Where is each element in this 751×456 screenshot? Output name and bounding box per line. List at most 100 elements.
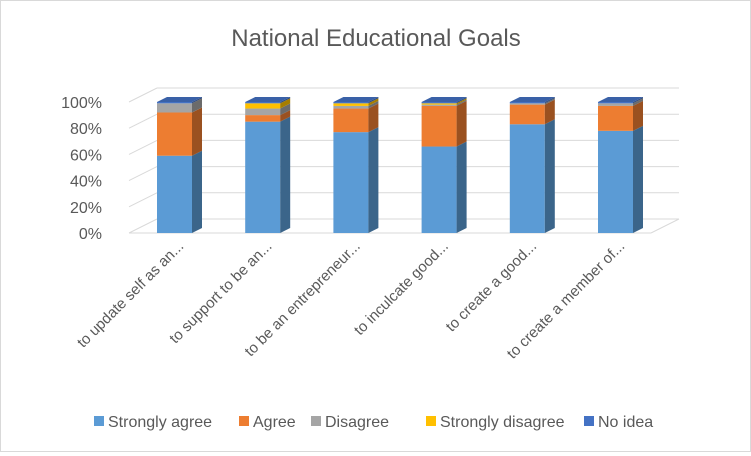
legend-item: Agree	[239, 414, 296, 431]
x-tick-label: to create a good...	[443, 238, 541, 336]
bar-front	[421, 105, 457, 147]
bar-side	[544, 98, 555, 105]
gridline-diagonal	[128, 113, 158, 129]
legend-label: Strongly disagree	[440, 414, 565, 431]
bar-segment	[598, 98, 643, 106]
bar-segment	[333, 127, 379, 233]
y-tick-label: 20%	[70, 200, 102, 217]
bar-front	[333, 108, 369, 133]
floor-edge	[650, 218, 680, 234]
bar-front	[509, 124, 545, 233]
y-tick-label: 100%	[61, 95, 102, 112]
bar-side	[280, 116, 291, 233]
legend-item: Strongly agree	[94, 414, 212, 431]
gridline-diagonal	[128, 139, 158, 155]
bar-side	[456, 98, 467, 105]
gridline-diagonal	[128, 192, 158, 208]
bar-segment	[509, 98, 555, 105]
bar-side	[280, 98, 291, 109]
bar-segment	[333, 100, 379, 109]
x-axis-tick-labels: to update self as an...to support to be …	[74, 238, 628, 363]
bar-segment	[245, 98, 291, 109]
legend-label: Strongly agree	[108, 414, 212, 431]
bar-segment	[598, 100, 643, 131]
bars	[157, 97, 643, 233]
y-tick-label: 40%	[70, 174, 102, 191]
bar-front	[245, 102, 281, 104]
y-tick-label: 80%	[70, 121, 102, 138]
bar-segment	[333, 103, 379, 133]
legend-label: Agree	[253, 414, 296, 431]
bar-top	[245, 97, 291, 102]
bar-front	[245, 108, 281, 116]
bar-side	[456, 100, 467, 147]
gridlines	[128, 87, 680, 234]
y-tick-label: 0%	[79, 226, 102, 243]
bar-segment	[421, 98, 467, 105]
bar-segment	[598, 125, 643, 233]
gridline-diagonal	[128, 218, 158, 234]
bar-front	[509, 102, 545, 104]
gridline-diagonal	[128, 166, 158, 182]
bar-segment	[157, 107, 202, 156]
bar-side	[633, 125, 643, 233]
bar-top	[509, 97, 555, 102]
bar-side	[368, 97, 379, 104]
bar-side	[456, 141, 467, 233]
bar-front	[598, 102, 633, 104]
bar-top	[157, 97, 202, 102]
bar-front	[333, 102, 369, 104]
bar-side	[368, 103, 379, 133]
legend-swatch	[311, 416, 321, 426]
bar-top	[333, 97, 379, 102]
bar-side	[544, 99, 555, 125]
bar-segment	[333, 98, 379, 106]
legend-item: No idea	[584, 414, 653, 431]
bar-segment	[245, 110, 291, 122]
bar-side	[456, 97, 467, 104]
bar-front	[245, 103, 281, 109]
bar-side	[280, 110, 291, 122]
bar-segment	[245, 97, 291, 104]
bar-front	[598, 103, 633, 106]
bar-front	[157, 102, 192, 104]
gridline-diagonal	[128, 87, 158, 103]
bar-segment	[421, 100, 467, 147]
y-tick-label: 60%	[70, 147, 102, 164]
bar-segment	[245, 103, 291, 116]
bar-segment	[157, 97, 202, 104]
legend-swatch	[239, 416, 249, 426]
bar-front	[598, 130, 633, 233]
bar-side	[544, 119, 555, 233]
bar-front	[421, 146, 457, 233]
legend: Strongly agree Agree Disagree Strongly disa…	[94, 414, 653, 431]
bar-segment	[421, 141, 467, 233]
bar-segment	[157, 98, 202, 113]
bar-front	[245, 121, 281, 233]
legend-item: Disagree	[311, 414, 389, 431]
bar-front	[598, 105, 633, 131]
bar-segment	[509, 99, 555, 125]
bar-front	[157, 155, 192, 233]
bar-segment	[421, 97, 467, 104]
bar-front	[333, 132, 369, 233]
bar-side	[633, 98, 643, 106]
bar-front	[509, 103, 545, 105]
bar-side	[633, 97, 643, 104]
bar-front	[421, 104, 457, 106]
bar-side	[368, 98, 379, 106]
bar-front	[509, 104, 545, 125]
bar-front	[157, 112, 192, 156]
bar-front	[333, 105, 369, 109]
legend-swatch	[584, 416, 594, 426]
bar-top	[421, 97, 467, 102]
legend-swatch	[426, 416, 436, 426]
bar-side	[633, 100, 643, 131]
bar-segment	[421, 99, 467, 106]
legend-item: Strongly disagree	[426, 414, 565, 431]
bar-side	[192, 150, 202, 233]
bar-front	[333, 103, 369, 106]
legend-swatch	[94, 416, 104, 426]
